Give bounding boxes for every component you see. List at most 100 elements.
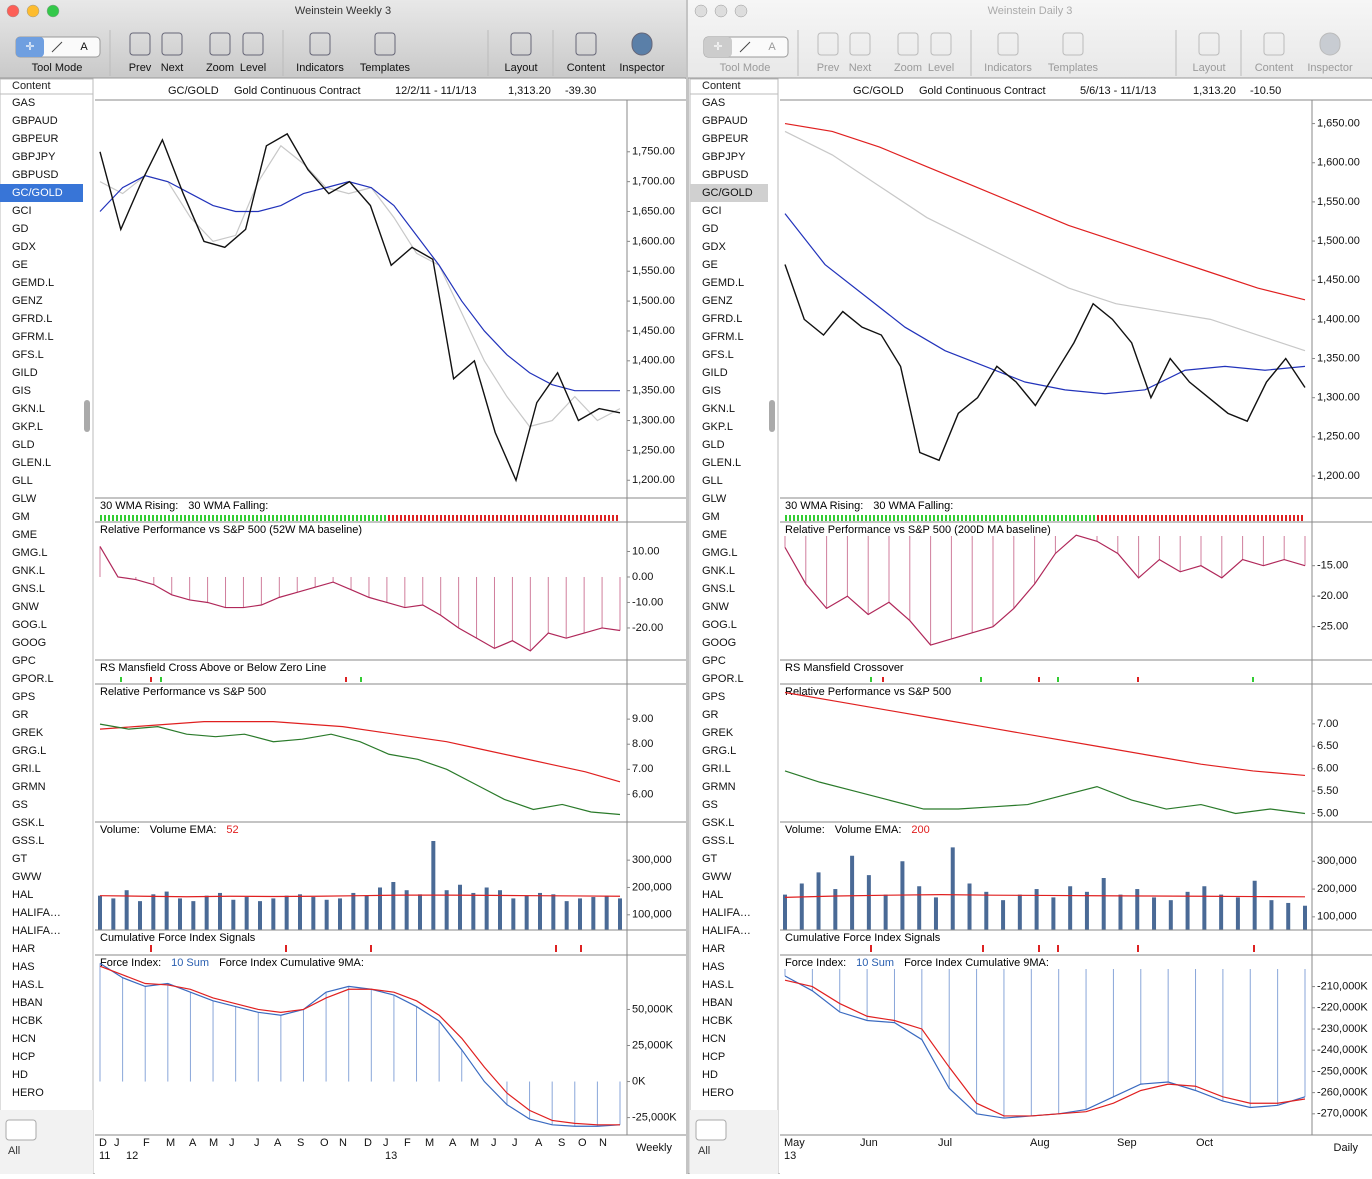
symbol[interactable]: GOG.L <box>12 619 47 631</box>
symbol[interactable]: HAS.L <box>702 979 734 991</box>
toolbar-label[interactable]: Templates <box>360 62 411 74</box>
symbol[interactable]: GD <box>12 223 29 235</box>
toolbar-icon[interactable] <box>897 32 919 56</box>
symbol[interactable]: GM <box>12 511 30 523</box>
gear-button[interactable] <box>5 1119 37 1141</box>
symbol[interactable]: GS <box>12 799 28 811</box>
toolbar-icon[interactable] <box>1263 32 1285 56</box>
symbol[interactable]: GRG.L <box>12 745 46 757</box>
toolbar-icon[interactable] <box>309 32 331 56</box>
symbol[interactable]: GLEN.L <box>12 457 51 469</box>
toolbar-icon[interactable] <box>1062 32 1084 56</box>
symbol[interactable]: GKP.L <box>702 421 733 433</box>
symbol[interactable]: GFRM.L <box>12 331 54 343</box>
symbol[interactable]: HCN <box>12 1033 36 1045</box>
symbol[interactable]: HALIFA… <box>702 907 751 919</box>
symbol[interactable]: GC/GOLD <box>702 187 753 199</box>
symbol[interactable]: HERO <box>12 1087 44 1099</box>
symbol[interactable]: GCI <box>12 205 32 217</box>
symbol[interactable]: HCP <box>702 1051 725 1063</box>
symbol[interactable]: GLL <box>12 475 33 487</box>
symbol[interactable]: GE <box>702 259 718 271</box>
toolbar-icon[interactable] <box>510 32 532 56</box>
symbol[interactable]: GNW <box>702 601 730 613</box>
toolbar-label[interactable]: Content <box>567 62 606 74</box>
symbol[interactable]: GLL <box>702 475 723 487</box>
symbol[interactable]: GPS <box>702 691 725 703</box>
symbol[interactable]: GFRD.L <box>702 313 742 325</box>
symbol[interactable]: GD <box>702 223 719 235</box>
toolbar-label[interactable]: Prev <box>129 62 152 74</box>
symbol[interactable]: GRMN <box>12 781 46 793</box>
toolbar-icon[interactable] <box>209 32 231 56</box>
toolbar-icon[interactable] <box>161 32 183 56</box>
symbol[interactable]: GKN.L <box>702 403 735 415</box>
symbol[interactable]: HAR <box>702 943 725 955</box>
symbol[interactable]: GOG.L <box>702 619 737 631</box>
symbol[interactable]: GFS.L <box>702 349 734 361</box>
window-button[interactable] <box>694 4 708 18</box>
symbol[interactable]: GT <box>12 853 28 865</box>
symbol[interactable]: GBPAUD <box>702 115 748 127</box>
symbol[interactable]: GRI.L <box>702 763 731 775</box>
symbol[interactable]: GBPJPY <box>702 151 746 163</box>
toolbar-label[interactable]: Tool Mode <box>720 62 771 74</box>
toolbar-icon[interactable] <box>242 32 264 56</box>
symbol[interactable]: GME <box>12 529 37 541</box>
gear-button[interactable] <box>695 1119 727 1141</box>
symbol[interactable]: GILD <box>12 367 38 379</box>
symbol[interactable]: GS <box>702 799 718 811</box>
symbol[interactable]: GLD <box>702 439 725 451</box>
toolbar-label[interactable]: Indicators <box>984 62 1032 74</box>
symbol[interactable]: HAS.L <box>12 979 44 991</box>
symbol[interactable]: HCP <box>12 1051 35 1063</box>
toolbar-icon[interactable] <box>1319 32 1341 56</box>
symbol[interactable]: GLW <box>12 493 37 505</box>
symbol[interactable]: GSS.L <box>12 835 44 847</box>
window-button[interactable] <box>734 4 748 18</box>
symbol[interactable]: GIS <box>702 385 721 397</box>
toolbar-icon[interactable] <box>930 32 952 56</box>
symbol[interactable]: GBPAUD <box>12 115 58 127</box>
symbol[interactable]: HAS <box>12 961 35 973</box>
symbol[interactable]: HD <box>12 1069 28 1081</box>
period-label[interactable]: Daily <box>1334 1142 1359 1154</box>
toolbar-label[interactable]: Templates <box>1048 62 1099 74</box>
symbol[interactable]: HERO <box>702 1087 734 1099</box>
symbol[interactable]: GFS.L <box>12 349 44 361</box>
symbol[interactable]: GAS <box>12 97 35 109</box>
symbol[interactable]: GEMD.L <box>12 277 54 289</box>
toolbar-icon[interactable] <box>575 32 597 56</box>
symbol[interactable]: GKP.L <box>12 421 43 433</box>
symbol[interactable]: GRMN <box>702 781 736 793</box>
symbol[interactable]: HBAN <box>702 997 733 1009</box>
symbol[interactable]: GPOR.L <box>702 673 744 685</box>
symbol[interactable]: GBPEUR <box>12 133 59 145</box>
symbol[interactable]: GREK <box>702 727 734 739</box>
symbol[interactable]: GNW <box>12 601 40 613</box>
symbol[interactable]: GKN.L <box>12 403 45 415</box>
symbol[interactable]: HBAN <box>12 997 43 1009</box>
symbol[interactable]: GMG.L <box>12 547 47 559</box>
symbol[interactable]: HALIFA… <box>702 925 751 937</box>
symbol[interactable]: GPC <box>12 655 36 667</box>
toolbar-icon[interactable] <box>817 32 839 56</box>
symbol[interactable]: GCI <box>702 205 722 217</box>
symbol[interactable]: HCBK <box>12 1015 43 1027</box>
symbol[interactable]: HAL <box>702 889 723 901</box>
symbol[interactable]: GBPUSD <box>12 169 59 181</box>
symbol[interactable]: GFRM.L <box>702 331 744 343</box>
toolbar-label[interactable]: Level <box>928 62 954 74</box>
symbol[interactable]: HALIFA… <box>12 907 61 919</box>
symbol[interactable]: GSK.L <box>702 817 734 829</box>
symbol[interactable]: GE <box>12 259 28 271</box>
toolbar-label[interactable]: Tool Mode <box>32 62 83 74</box>
symbol[interactable]: GEMD.L <box>702 277 744 289</box>
symbol[interactable]: GSK.L <box>12 817 44 829</box>
symbol[interactable]: GRG.L <box>702 745 736 757</box>
symbol[interactable]: GMG.L <box>702 547 737 559</box>
symbol[interactable]: GNS.L <box>12 583 45 595</box>
symbol[interactable]: GNK.L <box>702 565 735 577</box>
toolbar-label[interactable]: Layout <box>1192 62 1225 74</box>
symbol[interactable]: HAS <box>702 961 725 973</box>
